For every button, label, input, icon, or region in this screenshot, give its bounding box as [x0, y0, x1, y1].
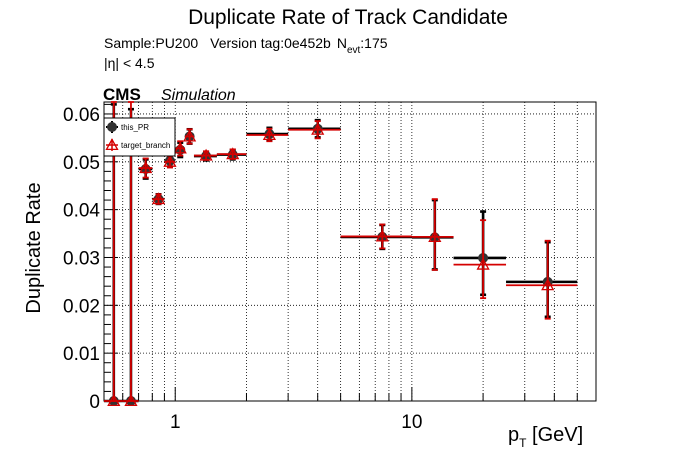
legend-marker-this-pr: [107, 122, 117, 132]
y-axis-label: Duplicate Rate: [23, 182, 45, 313]
data-point: [226, 147, 240, 160]
x-tick-label: 1: [170, 412, 181, 433]
chart-title: Duplicate Rate of Track Candidate: [188, 6, 508, 29]
cms-label: CMS: [103, 85, 141, 104]
x-label-unit: [GeV]: [526, 424, 583, 446]
data-point: [107, 394, 121, 407]
nevt-value: :175: [360, 35, 387, 51]
legend-marker-target-branch: [105, 138, 119, 151]
y-tick-label: 0: [89, 392, 100, 413]
y-tick-label: 0.01: [63, 344, 100, 365]
x-axis-label: pT [GeV]: [508, 424, 583, 450]
y-tick-label: 0.04: [63, 201, 100, 222]
data-point: [124, 394, 138, 407]
data-point: [375, 229, 389, 242]
x-label-main: p: [508, 424, 519, 446]
x-label-sub: T: [519, 436, 527, 450]
simulation-label: Simulation: [161, 87, 236, 104]
sample-label: Sample:PU200 Version tag:0e452b Nevt:175: [104, 35, 388, 56]
legend-entry-target-branch: target_branch: [121, 141, 170, 150]
data-point: [182, 129, 197, 142]
y-tick-label: 0.02: [63, 296, 100, 317]
grid: [103, 102, 597, 401]
legend: this_PR target_branch: [103, 117, 176, 157]
data-point: [311, 122, 325, 135]
data-point: [428, 230, 442, 242]
eta-cut-label: |η| < 4.5: [104, 55, 155, 71]
version-text: Version tag:0e452b: [210, 35, 331, 51]
x-tick-label: 10: [401, 412, 422, 433]
legend-entry-this-pr: this_PR: [121, 123, 149, 132]
data-point: [476, 257, 490, 270]
data-point: [541, 278, 555, 291]
y-tick-label: 0.03: [63, 248, 100, 269]
y-tick-label: 0.05: [63, 153, 100, 174]
sample-text: Sample:PU200: [104, 35, 198, 51]
data-point: [151, 192, 166, 205]
data-point: [163, 154, 177, 167]
y-tick-label: 0.06: [63, 105, 100, 126]
data-point: [199, 148, 213, 161]
data-point: [139, 161, 153, 174]
nevt-prefix: N: [337, 35, 347, 51]
data-point: [262, 128, 277, 141]
nevt-subscript: evt: [347, 45, 361, 56]
data-point: [173, 141, 187, 154]
plot-frame: [103, 101, 597, 402]
